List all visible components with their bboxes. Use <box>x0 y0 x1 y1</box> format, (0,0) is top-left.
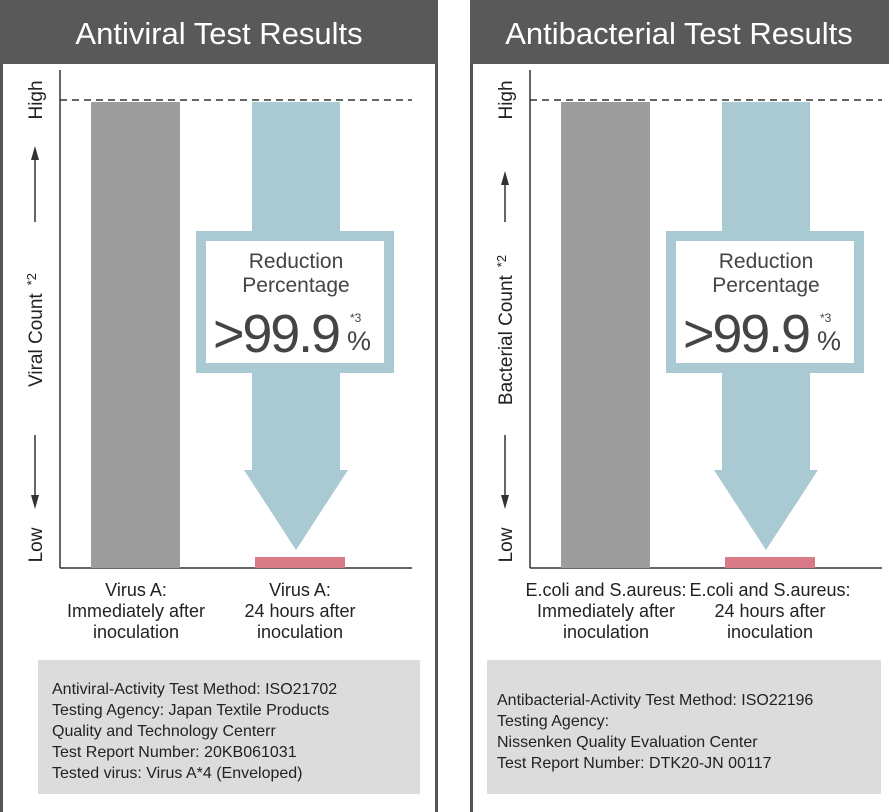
note-line: Testing Agency: <box>497 713 609 730</box>
panel: Antiviral Test Results High Low Viral Count… <box>0 0 438 812</box>
note-line: Quality and Technology Centerr <box>52 723 277 740</box>
title-bar <box>470 0 889 64</box>
panel-title: Antiviral Test Results <box>75 16 362 51</box>
badge-line: Reduction <box>249 250 344 273</box>
category-label: inoculation <box>93 622 179 642</box>
category-label: Virus A: <box>105 580 167 600</box>
category-label: E.coli and S.aureus: <box>689 580 850 600</box>
axis-label-text: Viral Count <box>26 293 47 387</box>
category-label: Virus A: <box>269 580 331 600</box>
axis-label-note: *2 <box>24 273 39 285</box>
panel: Antibacterial Test Results High Low Bacteri… <box>470 0 889 812</box>
bar-before <box>561 102 650 568</box>
axis-low: Low <box>496 527 517 562</box>
arrowhead <box>501 171 509 185</box>
badge-unit: % <box>817 326 841 356</box>
notes-box <box>487 660 881 794</box>
axis-high: High <box>26 80 47 119</box>
note-line: Antiviral-Activity Test Method: ISO21702 <box>52 681 337 698</box>
axis-label-note: *2 <box>494 255 509 267</box>
note-line: Test Report Number: DTK20-JN 00117 <box>497 755 772 772</box>
badge-value: >99.9 <box>683 304 811 364</box>
axis-label-text: Bacterial Count <box>496 274 517 405</box>
badge-note: *3 <box>820 311 832 325</box>
axis-label: Viral Count *2 <box>24 273 47 387</box>
note-line: Nissenken Quality Evaluation Center <box>497 734 758 751</box>
title-bar <box>0 0 438 64</box>
bar-before <box>91 102 180 568</box>
badge-value: >99.9 <box>213 304 341 364</box>
category-label: inoculation <box>563 622 649 642</box>
category-label: 24 hours after <box>714 601 825 621</box>
note-line: Tested virus: Virus A*4 (Enveloped) <box>52 765 303 782</box>
category-label: Immediately after <box>537 601 675 621</box>
category-label: inoculation <box>727 622 813 642</box>
arrowhead <box>31 495 39 509</box>
badge-note: *3 <box>350 311 362 325</box>
badge-line: Percentage <box>242 274 349 297</box>
category-label: inoculation <box>257 622 343 642</box>
badge-line: Percentage <box>712 274 819 297</box>
badge-line: Reduction <box>719 250 814 273</box>
axis-low: Low <box>26 527 47 562</box>
axis-label: Bacterial Count *2 <box>494 255 517 405</box>
category-label: Immediately after <box>67 601 205 621</box>
bar-after <box>255 557 345 568</box>
panel-title: Antibacterial Test Results <box>505 16 852 51</box>
notes-box <box>38 660 420 794</box>
bar-after <box>725 557 815 568</box>
note-line: Testing Agency: Japan Textile Products <box>52 702 329 719</box>
note-line: Test Report Number: 20KB061031 <box>52 744 297 761</box>
badge-unit: % <box>347 326 371 356</box>
note-line: Antibacterial-Activity Test Method: ISO2… <box>497 692 813 709</box>
axis-high: High <box>496 80 517 119</box>
category-label: E.coli and S.aureus: <box>525 580 686 600</box>
category-label: 24 hours after <box>244 601 355 621</box>
arrowhead <box>501 495 509 509</box>
badge <box>196 231 394 373</box>
badge <box>666 231 864 373</box>
arrowhead <box>31 146 39 160</box>
